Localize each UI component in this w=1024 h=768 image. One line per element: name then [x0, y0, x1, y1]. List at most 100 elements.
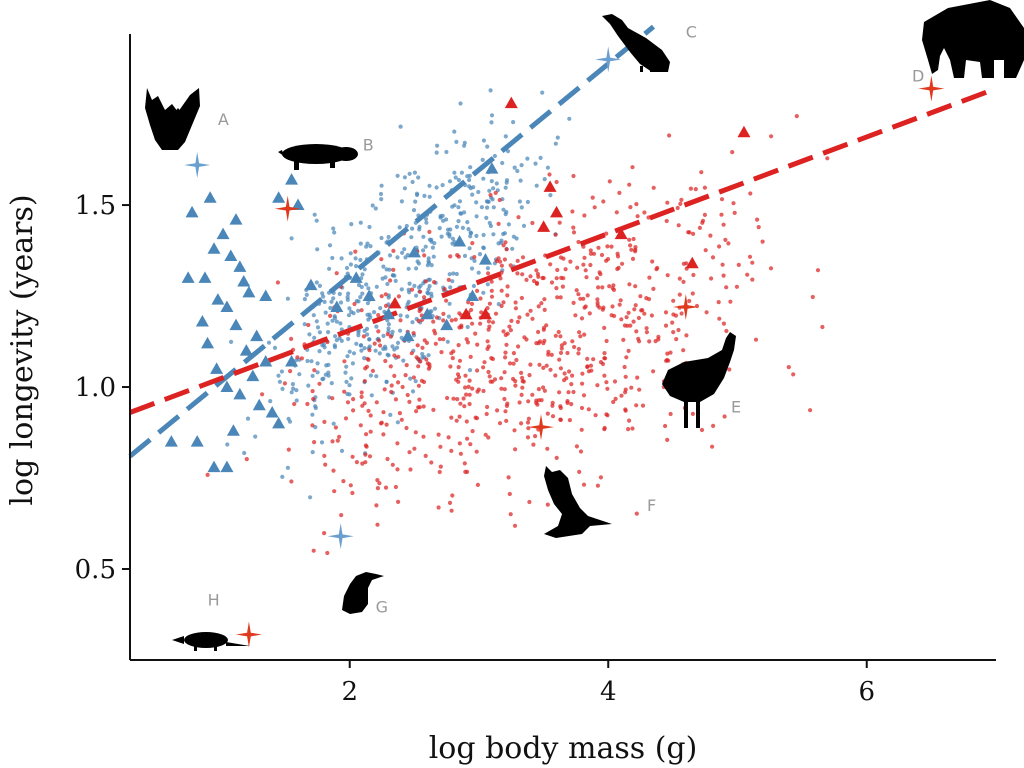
data-point	[311, 313, 316, 318]
data-point	[521, 223, 527, 228]
data-point	[506, 222, 511, 227]
data-point	[451, 396, 456, 401]
data-point	[489, 120, 494, 125]
data-point	[527, 373, 532, 378]
data-point	[524, 277, 529, 282]
data-point	[471, 283, 476, 289]
data-point	[321, 342, 326, 347]
data-point	[541, 365, 546, 370]
data-point	[455, 397, 460, 402]
data-point	[478, 296, 483, 301]
data-point	[438, 444, 443, 449]
data-point	[379, 294, 384, 299]
data-point	[337, 434, 342, 439]
data-point	[542, 307, 547, 312]
data-point	[481, 232, 486, 238]
data-point	[456, 219, 461, 224]
data-point	[266, 340, 272, 345]
data-point	[710, 255, 716, 260]
data-point	[314, 319, 319, 324]
data-point	[479, 205, 484, 210]
data-point	[502, 387, 507, 392]
data-point	[376, 338, 382, 343]
data-point	[406, 287, 411, 292]
data-point	[365, 332, 370, 337]
data-point	[297, 372, 302, 377]
data-point	[434, 185, 439, 190]
data-point	[393, 484, 398, 490]
data-point	[411, 331, 416, 336]
data-point	[489, 179, 494, 184]
data-point	[474, 449, 479, 454]
data-point	[508, 263, 513, 268]
penguin-icon	[342, 572, 384, 614]
data-point	[352, 301, 357, 307]
data-point	[426, 353, 431, 358]
data-point	[574, 444, 580, 449]
data-point	[491, 232, 496, 237]
data-point	[596, 245, 601, 250]
data-point	[456, 379, 461, 384]
triangle-point	[229, 318, 243, 331]
data-point	[295, 355, 300, 360]
data-point	[587, 311, 592, 316]
data-point	[548, 262, 553, 267]
data-point	[668, 350, 673, 355]
data-point	[334, 271, 339, 276]
data-point	[375, 478, 380, 483]
data-point	[423, 453, 428, 458]
data-point	[499, 303, 504, 309]
data-point	[321, 376, 326, 381]
data-point	[481, 290, 486, 295]
x-tick-label: 2	[341, 677, 358, 707]
data-point	[550, 414, 556, 419]
data-point	[376, 313, 381, 318]
data-point	[470, 192, 475, 197]
data-point	[393, 278, 398, 283]
data-point	[619, 393, 624, 398]
data-point	[320, 291, 325, 296]
data-point	[315, 370, 320, 375]
data-point	[517, 400, 522, 405]
data-point	[348, 251, 353, 256]
trend-lines-layer	[128, 24, 997, 459]
data-point	[364, 326, 370, 331]
data-point	[489, 113, 495, 118]
data-point	[359, 394, 364, 399]
data-point	[414, 409, 419, 414]
data-point	[402, 175, 407, 180]
data-point	[528, 362, 533, 367]
data-point	[490, 356, 495, 362]
data-point	[592, 205, 597, 210]
data-point	[406, 266, 411, 271]
data-point	[335, 438, 340, 443]
data-point	[468, 442, 473, 447]
data-point	[353, 256, 358, 261]
data-point	[507, 491, 512, 497]
data-point	[398, 124, 403, 129]
data-point	[313, 404, 318, 409]
data-point	[407, 450, 412, 455]
data-point	[276, 373, 281, 378]
data-point	[721, 222, 726, 227]
data-point	[379, 183, 384, 188]
triangle-point	[259, 355, 273, 367]
data-point	[639, 308, 644, 313]
data-point	[354, 264, 359, 269]
data-point	[469, 307, 474, 313]
data-point	[418, 359, 423, 364]
triangle-point	[504, 96, 518, 109]
data-point	[458, 101, 463, 106]
data-point	[465, 220, 470, 225]
data-point	[308, 495, 313, 500]
data-point	[553, 141, 558, 146]
data-point	[331, 468, 336, 473]
trend-line-blue	[128, 24, 656, 459]
data-point	[602, 325, 607, 330]
triangle-point	[229, 213, 243, 225]
data-point	[562, 341, 567, 346]
data-point	[395, 255, 400, 260]
data-point	[450, 241, 455, 246]
data-point	[542, 297, 547, 302]
data-point	[446, 435, 451, 440]
